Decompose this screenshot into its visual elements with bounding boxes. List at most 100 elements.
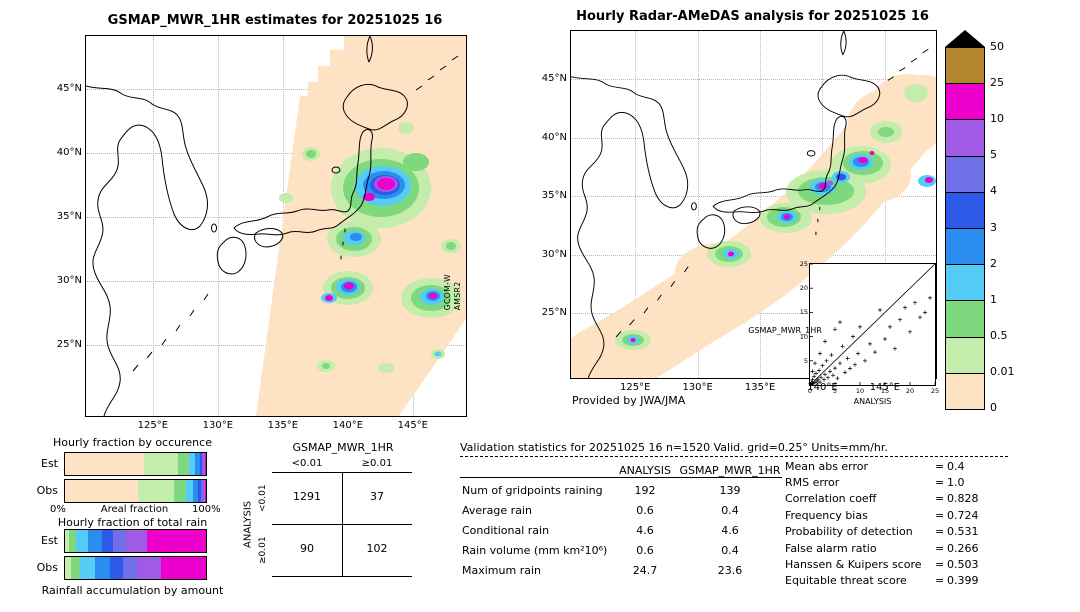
bar-segment bbox=[189, 453, 196, 475]
contingency-hit-dry: 1291 bbox=[293, 490, 321, 503]
lat-tick-label: 40°N bbox=[56, 147, 82, 159]
graticule-line bbox=[760, 31, 762, 378]
bar-segment bbox=[195, 453, 200, 475]
colorbar-tick-label: 2 bbox=[990, 256, 997, 270]
stats-analysis-value: 24.7 bbox=[632, 563, 658, 577]
metric-row: Frequency bias = 0.724 bbox=[785, 507, 979, 523]
bar-segment bbox=[203, 480, 205, 502]
bar-segment bbox=[87, 530, 102, 552]
bar-segment bbox=[101, 530, 113, 552]
lon-tick-label: 130°E bbox=[682, 382, 713, 393]
colorbar-tick-label: 0 bbox=[990, 401, 997, 414]
scatter-inset: 0 5 5 10 10 15 15 20 20 25 25 bbox=[800, 260, 939, 395]
total-rain-title: Hourly fraction of total rain bbox=[57, 516, 208, 529]
colorbar-segment bbox=[946, 264, 984, 301]
metric-value: 0.266 bbox=[947, 541, 979, 555]
graticule-line bbox=[697, 31, 699, 378]
total-rain-obs-bar bbox=[64, 556, 207, 580]
metric-row: False alarm ratio = 0.266 bbox=[785, 540, 979, 556]
colorbar bbox=[945, 47, 985, 410]
graticule-line bbox=[571, 196, 936, 198]
contingency-row-label-lt: <0.01 bbox=[258, 484, 268, 512]
metric-label: Frequency bias bbox=[785, 508, 868, 522]
gsmap-precipitation-overlay bbox=[256, 36, 466, 416]
col-header-analysis: ANALYSIS bbox=[619, 463, 671, 477]
stats-gsmap-value: 0.4 bbox=[721, 503, 739, 517]
contingency-row-axis: ANALYSIS bbox=[242, 500, 254, 548]
metric-label: Correlation coeff bbox=[785, 492, 877, 506]
colorbar-segment bbox=[946, 372, 984, 410]
lat-tick-label: 25°N bbox=[56, 338, 82, 350]
inset-y-axis-label: GSMAP_MWR_1HR bbox=[748, 325, 822, 335]
bar-segment bbox=[204, 480, 206, 502]
bar-segment bbox=[125, 530, 147, 552]
lon-tick-label: 145°E bbox=[869, 382, 901, 393]
inset-y-tick-label: 10 bbox=[799, 332, 808, 341]
colorbar-tick-label: 5 bbox=[990, 148, 997, 162]
metric-label: Mean abs error bbox=[785, 459, 869, 473]
contingency-miss: 90 bbox=[300, 542, 314, 555]
lon-tick-label: 140°E bbox=[807, 382, 838, 393]
colorbar-segment bbox=[946, 300, 984, 337]
stats-row: Maximum rain 24.7 23.6 bbox=[462, 560, 782, 580]
graticule-line bbox=[86, 153, 466, 155]
equals-sign: = bbox=[935, 541, 945, 555]
colorbar-segment bbox=[946, 155, 984, 192]
metric-value: 0.531 bbox=[947, 525, 979, 539]
lat-tick-label: 30°N bbox=[56, 275, 82, 287]
metric-label: False alarm ratio bbox=[785, 541, 877, 555]
graticule-line bbox=[571, 79, 936, 81]
equals-sign: = bbox=[935, 508, 945, 522]
stats-label: Conditional rain bbox=[462, 523, 550, 537]
colorbar-tick-label: 25 bbox=[990, 76, 1004, 90]
colorbar-tick-label: 0.5 bbox=[990, 328, 1008, 342]
scatter-points bbox=[809, 295, 932, 387]
validation-metrics: Mean abs error = 0.4 RMS error = 1.0 Correlati… bbox=[785, 458, 979, 589]
solid-rule bbox=[460, 477, 782, 478]
bar-segment bbox=[193, 480, 199, 502]
colorbar-segment bbox=[946, 119, 984, 156]
bar-segment bbox=[69, 530, 77, 552]
bar-segment bbox=[65, 530, 70, 552]
watermark-amsr2: AMSR2 bbox=[453, 281, 462, 311]
graticule-line bbox=[217, 36, 219, 416]
satellite-swath-watermark: GCOM-W AMSR2 bbox=[443, 274, 462, 310]
lat-tick-label: 25°N bbox=[541, 307, 567, 319]
colorbar-labels: 50 25 10 5 4 3 2 1 0.5 0.01 0 bbox=[990, 41, 1030, 414]
bar-segment bbox=[70, 557, 81, 579]
metric-value: 0.828 bbox=[947, 492, 979, 506]
bar-segment bbox=[143, 453, 178, 475]
colorbar-segment bbox=[946, 336, 984, 373]
lat-tick-label: 35°N bbox=[541, 190, 567, 202]
occurrence-est-bar bbox=[64, 452, 207, 476]
colorbar-tick-label: 50 bbox=[990, 40, 1004, 53]
bar-segment bbox=[146, 530, 206, 552]
metric-value: 1.0 bbox=[947, 476, 965, 490]
inset-x-tick-label: 25 bbox=[930, 387, 940, 395]
lon-tick-label: 145°E bbox=[397, 420, 428, 431]
left-map-title: GSMAP_MWR_1HR estimates for 20251025 16 bbox=[107, 13, 443, 28]
bar-segment bbox=[186, 480, 194, 502]
colorbar-overflow-triangle bbox=[945, 30, 985, 47]
equals-sign: = bbox=[935, 459, 945, 473]
right-map-title: Hourly Radar-AMeDAS analysis for 2025102… bbox=[576, 9, 929, 24]
stats-gsmap-value: 23.6 bbox=[717, 563, 743, 577]
stats-gsmap-value: 139 bbox=[719, 483, 741, 497]
bar-segment bbox=[110, 557, 123, 579]
inset-x-tick-label: 20 bbox=[905, 387, 915, 395]
bar-segment bbox=[136, 557, 161, 579]
bar-segment bbox=[173, 480, 187, 502]
validation-column-headers: ANALYSIS GSMAP_MWR_1HR bbox=[462, 460, 782, 480]
bar-segment bbox=[198, 480, 202, 502]
metric-value: 0.399 bbox=[947, 574, 979, 588]
bar-segment bbox=[160, 557, 206, 579]
inset-y-tick-label: 5 bbox=[803, 356, 808, 365]
colorbar-segment bbox=[946, 191, 984, 229]
colorbar-segment bbox=[946, 83, 984, 120]
bar-segment bbox=[76, 530, 88, 552]
radar-amedas-map: 0 5 5 10 10 15 15 20 20 25 25 GSMAP_MWR_1HR ANALYS… bbox=[542, 30, 939, 406]
radar-map-canvas bbox=[571, 31, 936, 378]
stats-analysis-value: 4.6 bbox=[636, 523, 654, 537]
graticule-line bbox=[571, 137, 936, 139]
